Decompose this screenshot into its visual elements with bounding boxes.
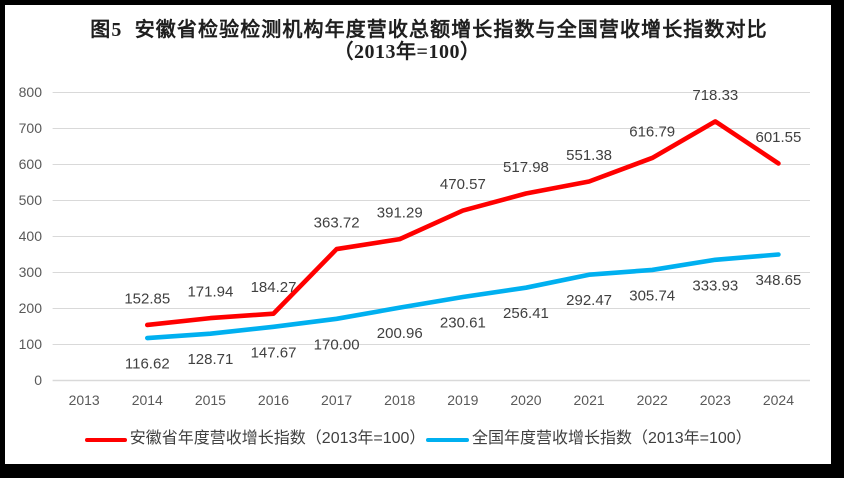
chart-canvas [5,5,831,464]
series-line-0[interactable] [144,119,781,328]
y-axis-label-0: 0 [34,372,42,388]
series-line-1[interactable] [144,252,781,341]
chart-title-line2: （2013年=100） [333,41,481,63]
data-label-0-2020: 517.98 [503,159,549,176]
y-axis-label-700: 700 [19,120,43,136]
data-label-0-2022: 616.79 [629,123,675,140]
y-axis-label-400: 400 [19,228,43,244]
y-axis-label-300: 300 [19,264,43,280]
y-axis-label-500: 500 [19,192,43,208]
y-axis-label-600: 600 [19,156,43,172]
y-axis-label-100: 100 [19,336,43,352]
data-label-1-2018: 200.96 [377,325,423,342]
x-axis-label-2019: 2019 [447,392,478,408]
data-label-0-2024: 601.55 [755,129,801,146]
data-label-0-2016: 184.27 [251,279,297,296]
data-label-1-2014: 116.62 [125,356,170,373]
data-label-1-2024: 348.65 [755,272,801,289]
data-label-1-2023: 333.93 [692,277,738,294]
x-axis-label-2014: 2014 [132,392,163,408]
data-label-0-2023: 718.33 [692,87,738,104]
y-axis-label-800: 800 [19,84,43,100]
x-axis-label-2016: 2016 [258,392,289,408]
data-label-1-2022: 305.74 [629,287,675,304]
data-label-0-2021: 551.38 [566,147,612,164]
x-axis-label-2017: 2017 [321,392,352,408]
data-label-0-2017: 363.72 [314,215,360,232]
chart-title-line1: 图5 安徽省检验检测机构年度营收总额增长指数与全国营收增长指数对比 [90,19,768,41]
data-label-0-2015: 171.94 [187,284,233,301]
data-label-1-2021: 292.47 [566,292,612,309]
x-axis-label-2023: 2023 [700,392,731,408]
data-label-1-2016: 147.67 [251,344,297,361]
legend-label-anhui: 安徽省年度营收增长指数（2013年=100） [129,430,426,448]
data-label-0-2014: 152.85 [124,290,170,307]
y-axis-label-200: 200 [19,300,43,316]
data-label-1-2020: 256.41 [503,305,549,322]
legend-swatch-national [426,437,469,443]
data-label-0-2019: 470.57 [440,176,486,193]
data-label-1-2019: 230.61 [440,314,486,331]
x-axis-label-2024: 2024 [763,392,794,408]
x-axis-label-2015: 2015 [195,392,226,408]
x-axis-label-2020: 2020 [510,392,541,408]
data-label-1-2017: 170.00 [314,336,360,353]
x-axis-label-2022: 2022 [637,392,668,408]
legend-swatch-anhui [84,437,128,443]
data-label-0-2018: 391.29 [377,205,423,222]
legend-label-national: 全国年度营收增长指数（2013年=100） [472,430,752,448]
x-axis-label-2018: 2018 [384,392,415,408]
x-axis-label-2021: 2021 [574,392,605,408]
data-label-1-2015: 128.71 [187,351,233,368]
x-axis-label-2013: 2013 [69,392,100,408]
